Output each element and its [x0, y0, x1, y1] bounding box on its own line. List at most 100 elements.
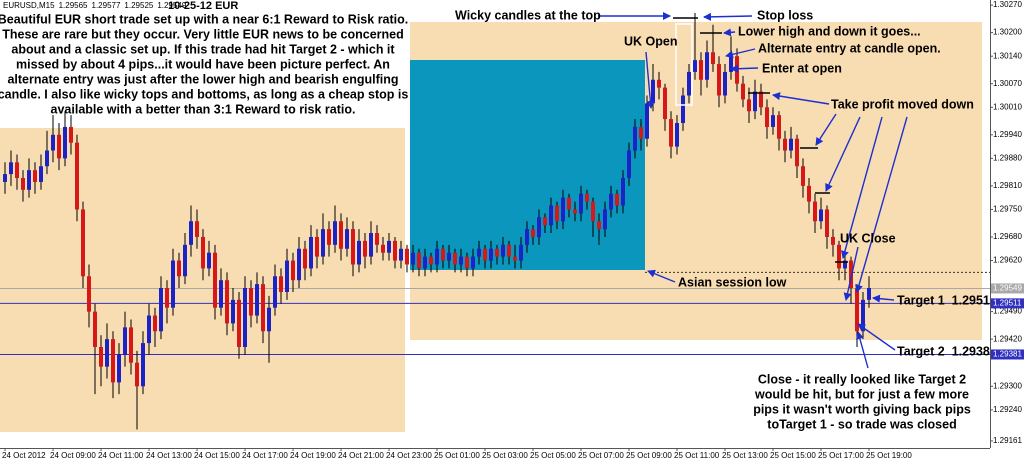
candle-body — [639, 126, 643, 139]
symbol: EURUSD,M15 — [3, 1, 55, 10]
candle-body — [459, 256, 463, 265]
candle-body — [603, 209, 607, 230]
candle-body — [51, 134, 55, 151]
candle-body — [339, 221, 343, 249]
candle-body — [861, 299, 865, 332]
y-tick-label: 1.29240 — [993, 405, 1022, 414]
candle-body — [477, 248, 481, 257]
close-note-line: pips it wasn't worth giving back pips — [753, 402, 971, 416]
candle-body — [801, 166, 805, 186]
candle-body — [129, 327, 133, 363]
annotation: Take profit moved down — [831, 97, 974, 111]
x-tick-label: 25 Oct 05:00 — [530, 451, 576, 460]
y-tick-label: 1.29490 — [993, 307, 1022, 316]
summary-line: These are rare but they occur. Very litt… — [2, 27, 404, 41]
candle-body — [333, 221, 337, 245]
candle-body — [735, 56, 739, 84]
candle-body — [819, 209, 823, 222]
candle-body — [447, 252, 451, 261]
annotation: Lower high and down it goes... — [738, 24, 921, 38]
summary-line: available with a better than 3:1 Reward … — [51, 102, 356, 116]
arrow — [723, 28, 736, 37]
price-tag-label: 1.29381 — [993, 350, 1022, 359]
candle-body — [189, 221, 193, 245]
candle-body — [591, 201, 595, 222]
header-value: 1.29565 — [59, 1, 88, 10]
candle-body — [837, 244, 841, 269]
candle-body — [27, 170, 31, 190]
candle-body — [279, 276, 283, 292]
x-tick-label: 24 Oct 17:00 — [242, 451, 288, 460]
candle-body — [57, 134, 61, 159]
candle-body — [309, 236, 313, 269]
candle-body — [261, 284, 265, 332]
candle-body — [855, 288, 859, 332]
price-tag — [991, 283, 1024, 294]
candle-body — [807, 185, 811, 202]
annotation: Enter at open — [762, 61, 842, 75]
arrow — [856, 331, 869, 369]
candle-body — [219, 280, 223, 308]
candle-body — [771, 115, 775, 127]
candle-body — [525, 229, 529, 245]
candle-body — [621, 178, 625, 206]
close-note-line: would be hit, but for just a few more — [754, 387, 969, 401]
candle-body — [513, 256, 517, 261]
candle-body — [315, 236, 319, 257]
x-tick-label: 25 Oct 13:00 — [722, 451, 768, 460]
candle-body — [699, 60, 703, 80]
annotation: Wicky candles at the top — [455, 8, 601, 22]
candle-body — [747, 99, 751, 112]
candle-body — [93, 311, 97, 348]
annotations: Wicky candles at the top Stop loss Lower… — [455, 8, 990, 358]
candle-body — [597, 221, 601, 230]
candle-body — [3, 174, 7, 182]
close-note: Close - it really looked like Target 2 w… — [753, 372, 971, 431]
candle-body — [423, 256, 427, 269]
candle-body — [111, 339, 115, 383]
candle-body — [45, 150, 49, 167]
candles — [3, 12, 871, 430]
candle-body — [171, 260, 175, 308]
candle-body — [195, 221, 199, 237]
candle-body — [741, 83, 745, 100]
annotation: Alternate entry at candle open. — [758, 41, 941, 55]
candle-body — [549, 205, 553, 226]
candle-body — [729, 56, 733, 72]
x-tick-label: 24 Oct 19:00 — [290, 451, 336, 460]
candle-body — [657, 79, 661, 88]
candle-body — [321, 229, 325, 257]
candle-body — [681, 95, 685, 124]
arrow — [772, 92, 830, 105]
candle-body — [213, 252, 217, 308]
candle-body — [225, 280, 229, 324]
candle-body — [345, 229, 349, 249]
candle-body — [627, 150, 631, 179]
candle-body — [753, 91, 757, 112]
candle-body — [255, 284, 259, 316]
candle-body — [117, 354, 121, 383]
candle-body — [759, 91, 763, 108]
candle-body — [669, 119, 673, 147]
candle-body — [765, 107, 769, 127]
header-value: 1.29549 — [157, 1, 186, 10]
candle-body — [237, 299, 241, 348]
price-tag-label: 1.29549 — [993, 284, 1022, 293]
candle-body — [273, 276, 277, 308]
candle-body — [147, 315, 151, 344]
candle-body — [867, 288, 871, 300]
candle-body — [783, 138, 787, 151]
candle-body — [579, 193, 583, 214]
candle-body — [531, 229, 535, 237]
price-tag — [991, 349, 1024, 360]
candle-body — [507, 244, 511, 257]
x-tick-label: 25 Oct 01:00 — [434, 451, 480, 460]
candle-body — [489, 248, 493, 261]
annotation: UK Close — [840, 231, 896, 245]
arrow — [841, 116, 883, 259]
annotation: Target 1 1.2951 — [897, 293, 990, 307]
candle-body — [663, 87, 667, 120]
stop-markers — [673, 17, 848, 263]
candle-body — [63, 126, 67, 159]
candle-body — [483, 248, 487, 261]
